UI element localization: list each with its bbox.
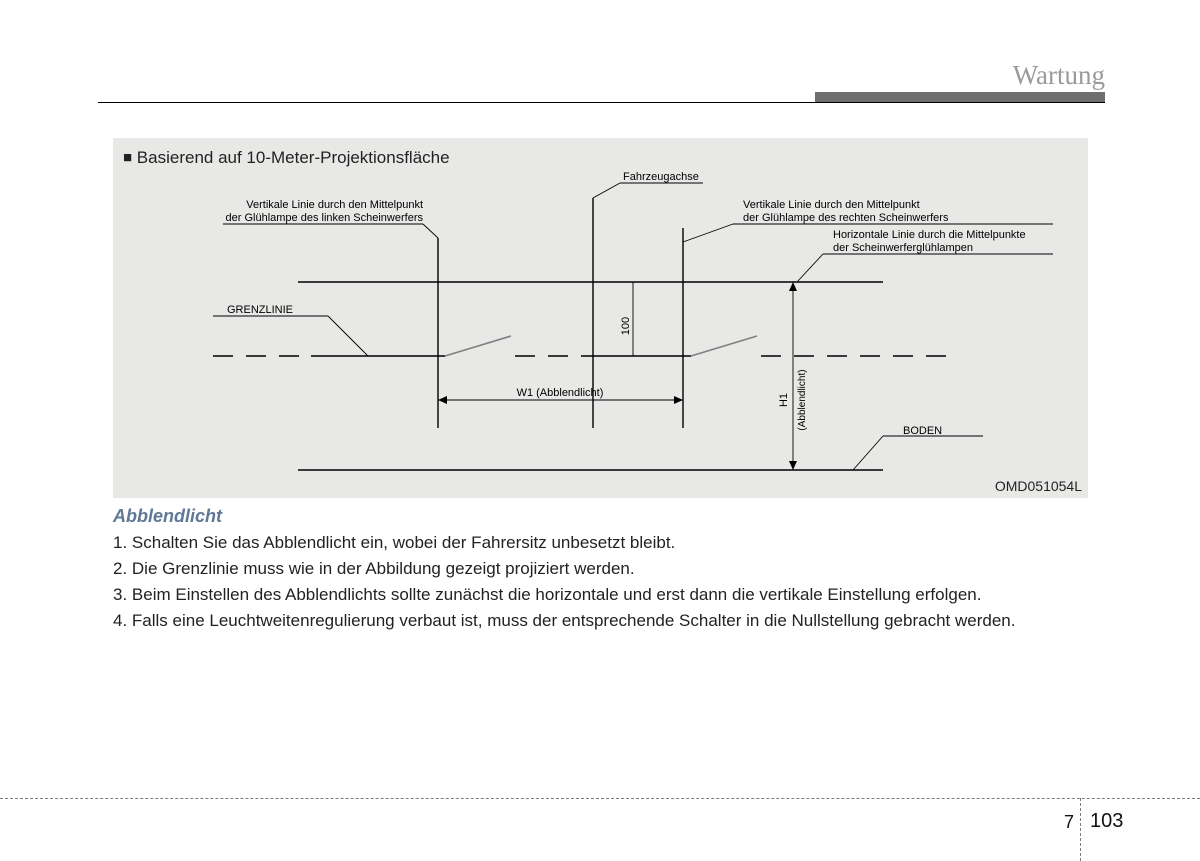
label-left-vert-2: der Glühlampe des linken Scheinwerfers (226, 212, 424, 224)
footer-rule (0, 798, 1200, 799)
instruction-item: 1. Schalten Sie das Abblendlicht ein, wo… (113, 530, 1105, 556)
label-100: 100 (620, 317, 632, 335)
label-vehicle-axis: Fahrzeugachse (623, 171, 699, 183)
footer-chapter: 7 (1064, 812, 1074, 833)
label-horiz-1: Horizontale Linie durch die Mittelpunkte (833, 229, 1026, 241)
instruction-list: 1. Schalten Sie das Abblendlicht ein, wo… (113, 530, 1105, 634)
label-h1-sub: (Abblendlicht) (797, 369, 808, 430)
headlamp-aim-diagram: Fahrzeugachse Vertikale Linie durch den … (113, 138, 1088, 498)
instruction-item: 2. Die Grenzlinie muss wie in der Abbild… (113, 556, 1105, 582)
header-accent-bar (815, 92, 1105, 102)
label-horiz-2: der Scheinwerferglühlampen (833, 242, 973, 254)
instruction-item: 4. Falls eine Leuchtweitenregulierung ve… (113, 608, 1105, 634)
label-left-vert-1: Vertikale Linie durch den Mittelpunkt (246, 199, 423, 211)
label-right-vert-1: Vertikale Linie durch den Mittelpunkt (743, 199, 920, 211)
diagram-panel: ■ Basierend auf 10-Meter-Projektionsfläc… (113, 138, 1088, 498)
label-boden: BODEN (903, 425, 942, 437)
page-header-title: Wartung (1013, 60, 1105, 91)
label-h1: H1 (778, 393, 790, 407)
label-w1: W1 (Abblendlicht) (517, 387, 604, 399)
section-title: Abblendlicht (113, 506, 222, 527)
label-grenzlinie: GRENZLINIE (227, 304, 293, 316)
footer-page: 103 (1090, 810, 1123, 833)
label-right-vert-2: der Glühlampe des rechten Scheinwerfers (743, 212, 949, 224)
header-rule (98, 102, 1105, 103)
instruction-item: 3. Beim Einstellen des Abblendlichts sol… (113, 582, 1105, 608)
footer-divider (1080, 798, 1081, 861)
